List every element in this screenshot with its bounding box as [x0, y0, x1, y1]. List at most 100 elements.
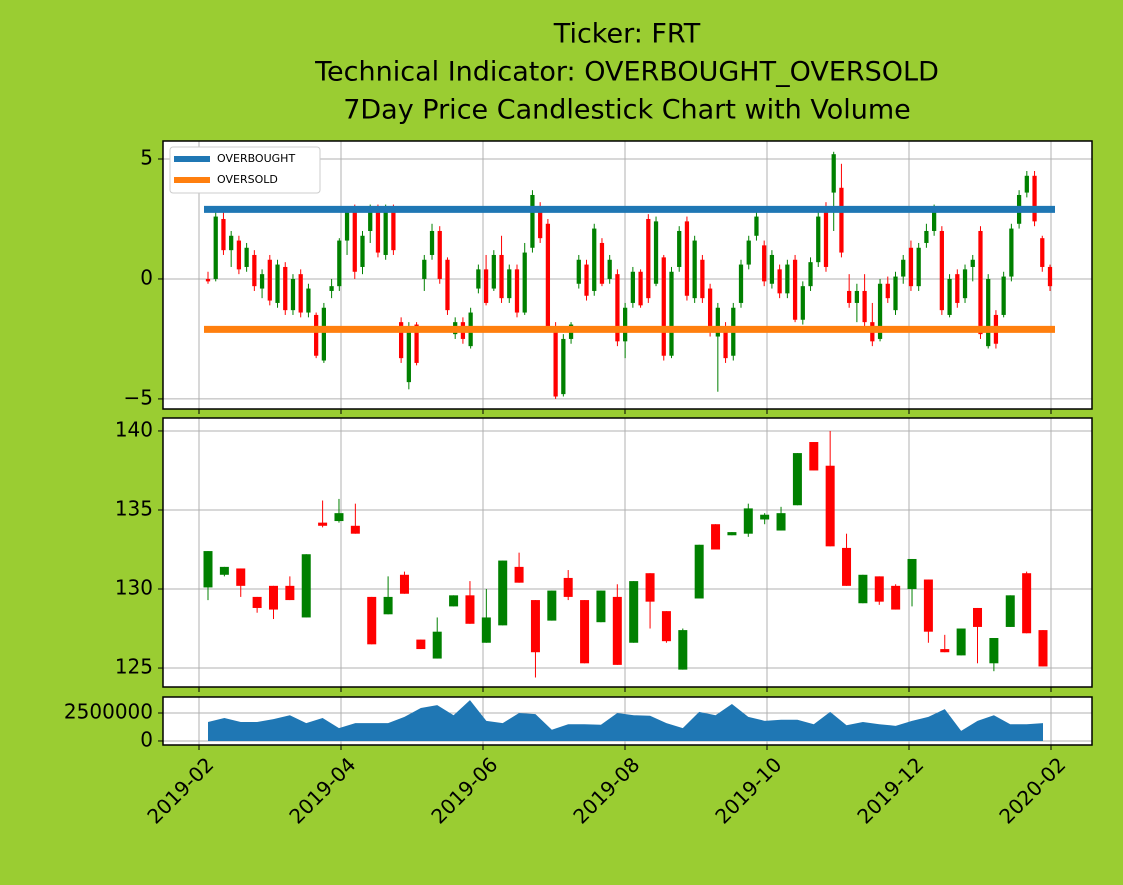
x-tick-label: 2019-04 — [284, 752, 360, 828]
candle-body — [229, 235, 234, 251]
candle-body — [483, 269, 489, 303]
candle-body — [809, 442, 819, 471]
candle-body — [538, 206, 543, 239]
candle-body — [623, 307, 628, 342]
y-tick-label: 125 — [115, 655, 153, 679]
legend-label: OVERBOUGHT — [217, 152, 295, 165]
candle-body — [553, 326, 558, 397]
candle-body — [449, 595, 459, 607]
candle-body — [301, 554, 311, 618]
candle-body — [437, 230, 442, 279]
candle-body — [862, 290, 867, 323]
candle-body — [375, 206, 381, 253]
candle-body — [916, 247, 921, 287]
candle-body — [584, 264, 589, 296]
candle-body — [615, 274, 620, 342]
candle-body — [306, 288, 311, 313]
candle-body — [432, 631, 442, 659]
candle-body — [580, 600, 590, 664]
candle-body — [901, 259, 906, 277]
candle-body — [383, 209, 388, 255]
candle-body — [406, 326, 411, 383]
candle-body — [854, 290, 860, 303]
candle-body — [337, 240, 342, 287]
candle-body — [776, 513, 786, 531]
volume-area — [208, 700, 1043, 741]
y-tick-label: 0 — [140, 727, 153, 751]
candle-body — [498, 560, 508, 626]
candle-body — [236, 240, 242, 270]
candle-body — [842, 547, 852, 586]
candle-body — [259, 274, 265, 289]
candle-body — [612, 596, 622, 665]
candle-body — [1032, 175, 1037, 222]
candle-body — [694, 544, 704, 599]
candle-body — [1047, 266, 1053, 287]
y-tick-label: 0 — [140, 265, 153, 289]
candle-body — [970, 259, 975, 267]
candle-body — [947, 278, 952, 315]
candle-body — [391, 206, 396, 251]
candle-body — [661, 611, 671, 642]
candle-body — [1005, 595, 1015, 627]
candle-body — [986, 278, 991, 347]
chart-title: Technical Indicator: OVERBOUGHT_OVERSOLD — [314, 57, 939, 88]
candle-body — [476, 269, 481, 289]
candle-body — [414, 324, 419, 363]
candle-body — [792, 453, 802, 506]
candle-body — [576, 259, 581, 284]
y-tick-label: 5 — [140, 145, 153, 169]
candle-body — [514, 269, 520, 313]
candle-body — [318, 522, 328, 526]
plot — [163, 418, 1092, 687]
candle-body — [973, 607, 983, 627]
candle-body — [645, 573, 655, 602]
candle-body — [908, 247, 914, 287]
y-tick-label: −5 — [124, 385, 153, 409]
candle-body — [746, 240, 751, 265]
candle-body — [507, 269, 512, 299]
candle-body — [762, 245, 767, 282]
y-tick-label: 130 — [115, 576, 153, 600]
candle-body — [669, 271, 674, 356]
candle-body — [545, 223, 551, 327]
candle-body — [383, 596, 393, 615]
candle-body — [891, 585, 901, 610]
candle-body — [629, 581, 639, 643]
y-tick-label: 2500000 — [64, 700, 153, 724]
x-tick-label: 2019-10 — [710, 752, 786, 828]
candle-body — [465, 595, 475, 624]
candle-body — [738, 264, 744, 303]
candle-body — [939, 230, 944, 311]
candle-body — [429, 230, 435, 255]
candle-body — [769, 254, 775, 284]
candle-body — [252, 596, 262, 608]
plot — [163, 141, 1092, 409]
candle-body — [646, 218, 651, 299]
candle-body — [956, 628, 966, 656]
candle-body — [491, 254, 496, 289]
legend-label: OVERSOLD — [217, 173, 278, 186]
candle-body — [344, 211, 350, 241]
y-tick-label: 140 — [115, 417, 153, 441]
candle-body — [267, 259, 272, 301]
candle-body — [236, 568, 246, 586]
x-tick-label: 2019-08 — [568, 752, 644, 828]
candle-body — [219, 566, 229, 575]
plot-area — [163, 418, 1092, 687]
candle-body — [923, 579, 933, 632]
candle-body — [760, 514, 770, 520]
candle-body — [1022, 573, 1032, 634]
candle-body — [360, 235, 365, 267]
candle-body — [530, 600, 540, 653]
candle-body — [847, 290, 852, 303]
candle-body — [754, 216, 759, 236]
candle-body — [638, 271, 643, 306]
candle-body — [677, 230, 682, 267]
candle-body — [522, 252, 527, 313]
candle-body — [290, 278, 296, 311]
candle-body — [1024, 175, 1029, 193]
candle-body — [678, 630, 688, 670]
candle-body — [962, 269, 968, 299]
